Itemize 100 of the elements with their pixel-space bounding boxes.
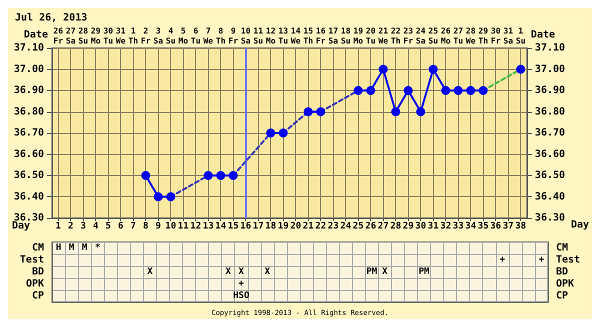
- text: 19 Mo: [353, 26, 364, 46]
- text: X: [238, 267, 244, 277]
- point: [466, 86, 476, 95]
- y2-tick-label: 36.30: [534, 212, 566, 224]
- text: 14 We: [290, 26, 301, 46]
- text: 31 Sa: [503, 26, 514, 46]
- x-tick-label: 4: [93, 222, 100, 232]
- text: X: [147, 267, 153, 277]
- x-tick-label: 23: [328, 222, 339, 232]
- text: 20 Tu: [366, 26, 376, 46]
- y2-tick-label: 36.90: [534, 85, 566, 96]
- text: 4 Su: [166, 26, 176, 46]
- x-tick-label: 16: [240, 222, 252, 232]
- text: M: [82, 243, 88, 253]
- x-tick-label: 27: [378, 222, 389, 232]
- text: PM: [366, 267, 378, 277]
- x-tick-label: 30: [415, 222, 426, 232]
- point: [428, 64, 438, 74]
- x-tick-label: 10: [165, 222, 176, 232]
- x-tick-label: 19: [278, 222, 289, 232]
- x-tick-label: 31: [428, 222, 439, 232]
- text: 21 We: [378, 26, 388, 46]
- chart-title: Jul 26, 2013: [15, 12, 88, 24]
- y-tick-label: BD: [32, 266, 44, 278]
- x-tick-label: 7: [130, 222, 136, 232]
- text: 31 We: [116, 26, 126, 46]
- point: [441, 86, 450, 95]
- x-tick-label: 26: [365, 222, 376, 232]
- text: 17 Sa: [328, 26, 338, 46]
- x-tick-label: 6: [118, 222, 124, 232]
- text: +: [238, 279, 244, 289]
- text: 9 Fr: [228, 26, 238, 46]
- text: 26 Mo: [440, 26, 451, 46]
- text: 6 Tu: [190, 26, 201, 46]
- text: M: [68, 243, 74, 253]
- x-tick-label: 34: [465, 222, 477, 232]
- text: H: [56, 243, 62, 253]
- x-tick-label: 36: [490, 222, 502, 232]
- x-tick-label: 21: [302, 222, 314, 232]
- point: [366, 86, 376, 95]
- text: 5 Mo: [178, 26, 188, 46]
- text: 28 We: [466, 26, 476, 46]
- text: 30 Tu: [103, 26, 114, 46]
- y-tick-label: 36.40: [14, 191, 44, 202]
- x-tick-label: 37: [502, 222, 514, 232]
- y2-tick-label: CP: [556, 290, 568, 302]
- text: +: [538, 255, 544, 265]
- text: HSO: [233, 291, 250, 301]
- text: 27 Tu: [453, 26, 464, 46]
- x-tick-label: 38: [515, 222, 526, 232]
- point: [154, 192, 163, 202]
- x-tick-label: 12: [190, 222, 202, 232]
- y-tick-label: CM: [32, 242, 44, 254]
- point: [228, 171, 238, 180]
- y2-tick-label: 36.50: [534, 170, 566, 181]
- y-tick-label: OPK: [26, 278, 44, 290]
- x-tick-label: 13: [202, 222, 214, 232]
- x-tick-label: 33: [452, 222, 464, 232]
- text: 22 Th: [390, 26, 401, 46]
- text: 29 Th: [478, 26, 488, 46]
- text: 26 Fr: [53, 26, 64, 46]
- text: *: [94, 243, 100, 253]
- point: [166, 192, 176, 202]
- text: 3 Sa: [153, 26, 164, 46]
- y2-tick-label: 36.40: [534, 191, 566, 202]
- text: 18 Su: [340, 26, 351, 46]
- x-tick-label: 17: [252, 222, 264, 232]
- text: 8 Th: [216, 26, 226, 46]
- x-tick-label: 3: [80, 222, 86, 232]
- y-tick-label: 37.00: [14, 64, 44, 75]
- x-tick-label: 24: [340, 222, 352, 232]
- x-tick-label: 5: [106, 222, 111, 232]
- point: [416, 107, 426, 116]
- x-tick-label: 20: [290, 222, 302, 232]
- x-tick-label: 28: [390, 222, 402, 232]
- y2-tick-label: 37.10: [534, 42, 566, 54]
- text: 16 Fr: [316, 26, 326, 46]
- text: 10 Sa: [240, 26, 251, 46]
- text: +: [500, 255, 506, 265]
- text: PM: [418, 267, 430, 277]
- y-tick-label: 36.80: [14, 106, 44, 118]
- y2-tick-label: 37.00: [534, 64, 566, 75]
- x-tick-label: 8: [143, 222, 148, 232]
- x-tick-label: 35: [478, 222, 489, 232]
- point: [278, 128, 288, 138]
- point: [391, 107, 400, 116]
- x-tick-label: 18: [265, 222, 276, 232]
- x-tick-label: 1: [56, 222, 61, 232]
- y2-tick-label: Test: [556, 254, 580, 266]
- text: 25 Su: [428, 26, 438, 46]
- x-tick-label: 29: [402, 222, 414, 232]
- point: [316, 107, 326, 116]
- point: [304, 107, 313, 116]
- text: 23 Fr: [403, 26, 414, 46]
- point: [204, 171, 213, 180]
- y-tick-label: Test: [20, 254, 44, 266]
- text: Day: [570, 220, 589, 230]
- y2-tick-label: CM: [556, 242, 568, 254]
- point: [378, 64, 388, 74]
- text: 7 We: [203, 26, 214, 46]
